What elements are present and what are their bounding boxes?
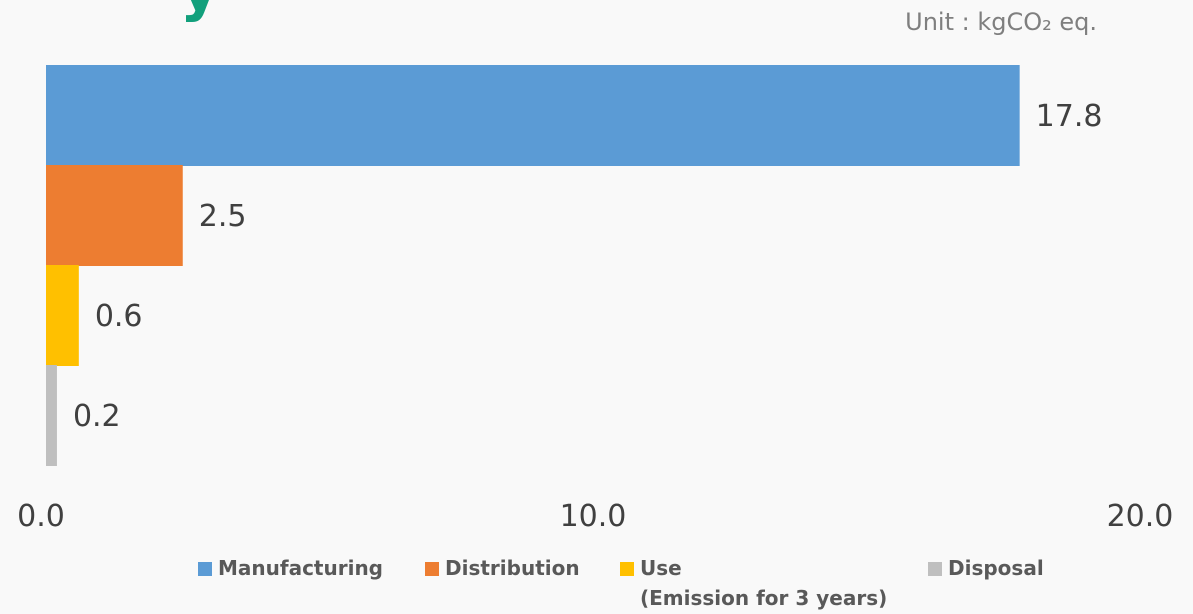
x-tick-label: 10.0 <box>560 499 627 534</box>
bar-use <box>46 265 79 366</box>
bar-disposal <box>46 365 57 466</box>
legend-item-use: Use (Emission for 3 years) <box>620 556 887 610</box>
legend-item-disposal: Disposal <box>928 556 1044 580</box>
chart-title-fragment: y <box>180 0 219 24</box>
bar-distribution <box>46 165 183 266</box>
legend-label: Manufacturing <box>218 556 383 580</box>
legend-swatch-manufacturing <box>198 562 212 576</box>
legend-item-distribution: Distribution <box>425 556 580 580</box>
data-label-use: 0.6 <box>95 299 143 334</box>
legend-label: Use <box>640 556 682 580</box>
legend-item-manufacturing: Manufacturing <box>198 556 383 580</box>
bar-plot: 17.8 2.5 0.6 0.2 0.0 10.0 20.0 <box>17 65 1174 534</box>
legend-label: Distribution <box>445 556 580 580</box>
x-tick-label: 0.0 <box>17 499 65 534</box>
legend: Manufacturing Distribution Use (Emission… <box>0 552 1193 612</box>
data-label-distribution: 2.5 <box>199 199 247 234</box>
bar-manufacturing <box>46 65 1020 166</box>
legend-swatch-disposal <box>928 562 942 576</box>
x-tick-label: 20.0 <box>1107 499 1174 534</box>
legend-swatch-use <box>620 562 634 576</box>
legend-swatch-distribution <box>425 562 439 576</box>
data-label-disposal: 0.2 <box>73 399 121 434</box>
unit-label: Unit : kgCO₂ eq. <box>905 8 1097 36</box>
legend-sublabel: (Emission for 3 years) <box>640 586 888 610</box>
legend-label: Disposal <box>948 556 1044 580</box>
data-label-manufacturing: 17.8 <box>1036 99 1103 134</box>
